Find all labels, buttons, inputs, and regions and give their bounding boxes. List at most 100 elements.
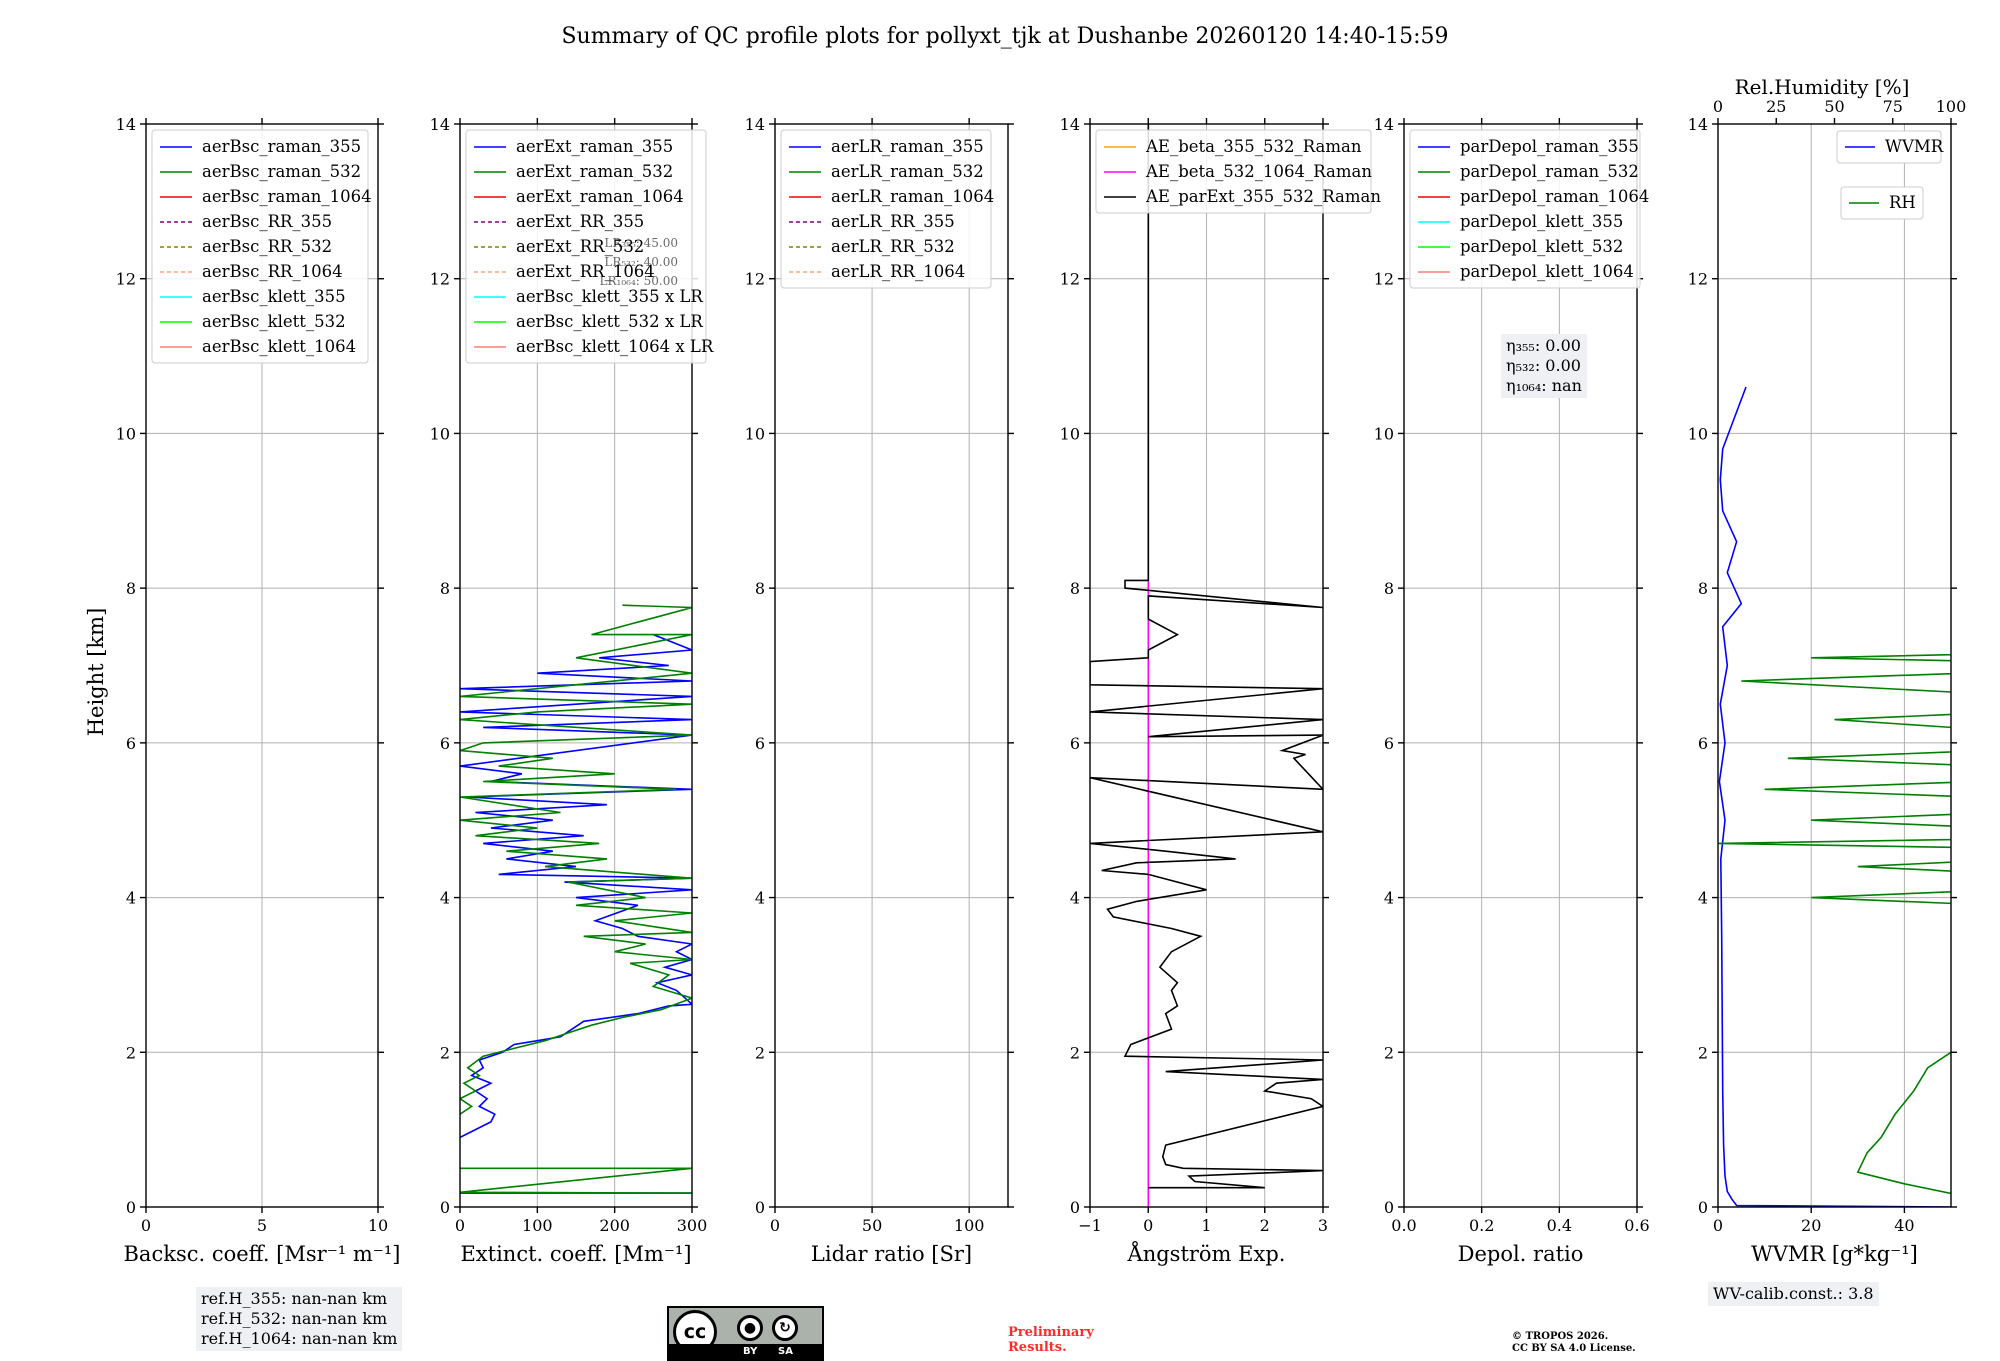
y-tick-label: 0: [1698, 1198, 1708, 1217]
y-tick-label: 0: [1384, 1198, 1394, 1217]
legend-item: AE_beta_355_532_Raman: [1145, 137, 1362, 156]
legend-item: parDepol_raman_532: [1460, 162, 1639, 181]
plot-frame: [145, 123, 379, 1208]
y-tick-label: 14: [1688, 115, 1708, 134]
reference-height-box: ref.H_355: nan-nan km ref.H_532: nan-nan…: [196, 1287, 403, 1351]
y-tick-label: 6: [755, 734, 765, 753]
legend-item: aerLR_RR_355: [831, 212, 955, 231]
legend-box: [1840, 186, 1924, 220]
legend-item: aerBsc_RR_532: [202, 237, 332, 256]
x-tick-label: 200: [599, 1216, 630, 1235]
panel-depol: 0 2 4 6 8 10 12 14 0.0 0.2 0.4 0.6 Depol. ratio parDe…: [1374, 115, 1650, 1266]
x2-tick-label: 25: [1766, 97, 1786, 116]
series-line-aerext-raman-355: [460, 633, 692, 1139]
x-tick-label: 20: [1801, 1216, 1821, 1235]
legend-item: aerBsc_klett_532: [202, 312, 346, 331]
x-tick-label: 5: [257, 1216, 267, 1235]
eta-1064: η₁₀₆₄: nan: [1506, 376, 1582, 395]
panel-water-vapor: 0 2 4 6 8 10 12 14 0 20 40 0 25 50 75 100 WVMR [g*kg⁻¹] W…: [1688, 97, 1967, 1266]
x-tick-label: 0: [1713, 1216, 1723, 1235]
x-tick-label: 100: [954, 1216, 985, 1235]
legend-item: parDepol_raman_355: [1460, 137, 1639, 156]
figure-title: Summary of QC profile plots for pollyxt_…: [561, 24, 1448, 49]
legend-item: aerExt_RR_355: [516, 212, 644, 231]
x-tick-label: 0.4: [1547, 1216, 1572, 1235]
ref-height-532: ref.H_532: nan-nan km: [201, 1309, 388, 1328]
x-axis-label: Depol. ratio: [1458, 1242, 1584, 1266]
y-tick-label: 8: [1070, 579, 1080, 598]
legend-item: aerExt_RR_1064: [516, 262, 655, 281]
legend-box: [1095, 129, 1372, 214]
legend-item: aerBsc_klett_532 x LR: [516, 312, 703, 331]
x-axis-label: Extinct. coeff. [Mm⁻¹]: [460, 1242, 691, 1266]
legend-item: aerBsc_klett_1064 x LR: [516, 337, 714, 356]
share-alike-icon: ↻: [772, 1315, 798, 1341]
y-tick-label: 4: [1698, 889, 1708, 908]
x-tick-label: 10: [368, 1216, 388, 1235]
cc-license-badge: cc ● ↻ BY SA: [667, 1306, 824, 1361]
legend-item: aerBsc_raman_1064: [202, 187, 372, 206]
legend-item: WVMR: [1885, 137, 1944, 156]
y-tick-label: 8: [126, 579, 136, 598]
y-tick-label: 12: [1374, 270, 1394, 289]
x-tick-label: 100: [522, 1216, 553, 1235]
legend-item: aerExt_raman_1064: [516, 187, 684, 206]
y-tick-label: 2: [1384, 1043, 1394, 1062]
x-tick-label: 40: [1894, 1216, 1914, 1235]
y-tick-label: 8: [755, 579, 765, 598]
legend-item: aerBsc_RR_355: [202, 212, 332, 231]
legend-item: parDepol_klett_532: [1460, 237, 1623, 256]
legend-box: [780, 129, 992, 289]
x-tick-label: 3: [1318, 1216, 1328, 1235]
plot-frame: [774, 123, 1009, 1208]
y-tick-label: 6: [1384, 734, 1394, 753]
copyright-line-1: © TROPOS 2026.: [1512, 1331, 1609, 1342]
x-tick-label: 0.2: [1469, 1216, 1494, 1235]
y-tick-label: 12: [745, 270, 765, 289]
legend-item: aerLR_raman_355: [831, 137, 984, 156]
series-line-wvmr: [1718, 386, 1951, 1207]
y-tick-label: 10: [116, 424, 136, 443]
legend-item: aerBsc_klett_355: [202, 287, 346, 306]
preliminary-line-1: Preliminary: [1008, 1325, 1094, 1340]
y-tick-label: 14: [1374, 115, 1394, 134]
y-tick-label: 14: [1060, 115, 1080, 134]
panel-backscatter: 0 2 4 6 8 10 12 14 0 5 10 Backsc. coeff. [Msr⁻¹ m⁻¹…: [116, 115, 401, 1266]
legend-item: aerExt_raman_355: [516, 137, 673, 156]
eta-532: η₅₃₂: 0.00: [1506, 356, 1581, 375]
y-tick-label: 14: [430, 115, 450, 134]
copyright-note: © TROPOS 2026. CC BY SA 4.0 License.: [1512, 1331, 1636, 1355]
y-tick-label: 2: [755, 1043, 765, 1062]
y-tick-label: 10: [1688, 424, 1708, 443]
x-tick-label: 0.6: [1624, 1216, 1649, 1235]
panel-lidar-ratio: 0 2 4 6 8 10 12 14 0 50 100 Lidar ratio [Sr] aerLR_r…: [745, 115, 1014, 1266]
x2-tick-label: 50: [1824, 97, 1844, 116]
legend-item: aerBsc_RR_1064: [202, 262, 343, 281]
y-tick-label: 6: [1698, 734, 1708, 753]
copyright-line-2: CC BY SA 4.0 License.: [1512, 1343, 1636, 1354]
y-tick-label: 4: [126, 889, 136, 908]
x-tick-label: 0.0: [1391, 1216, 1416, 1235]
x-axis-label: WVMR [g*kg⁻¹]: [1751, 1242, 1918, 1266]
legend-item: aerExt_raman_532: [516, 162, 673, 181]
series-line-aerext-raman-532: [460, 604, 692, 1115]
legend-item: AE_parExt_355_532_Raman: [1145, 187, 1381, 206]
legend-item: parDepol_klett_1064: [1460, 262, 1634, 281]
lidar-ratio-annotation: LR₅₃₂: 40.00: [604, 255, 678, 269]
legend-item: aerBsc_klett_1064: [202, 337, 356, 356]
y-tick-label: 6: [1070, 734, 1080, 753]
series-line-aerext-raman-532-low: [460, 1167, 692, 1194]
eta-355: η₃₅₅: 0.00: [1506, 336, 1581, 355]
wv-calib-box: WV-calib.const.: 3.8: [1708, 1282, 1879, 1306]
x-tick-label: 300: [677, 1216, 708, 1235]
x2-tick-label: 100: [1936, 97, 1967, 116]
lidar-ratio-annotation: LR₁₀₆₄: 50.00: [600, 274, 678, 288]
y-tick-label: 12: [116, 270, 136, 289]
cc-sa-label: SA: [778, 1346, 793, 1357]
ref-height-1064: ref.H_1064: nan-nan km: [201, 1329, 398, 1348]
x2-tick-label: 75: [1883, 97, 1903, 116]
y-tick-label: 10: [1060, 424, 1080, 443]
y-tick-label: 0: [755, 1198, 765, 1217]
x-tick-label: 2: [1260, 1216, 1270, 1235]
x-tick-label: −1: [1078, 1216, 1102, 1235]
